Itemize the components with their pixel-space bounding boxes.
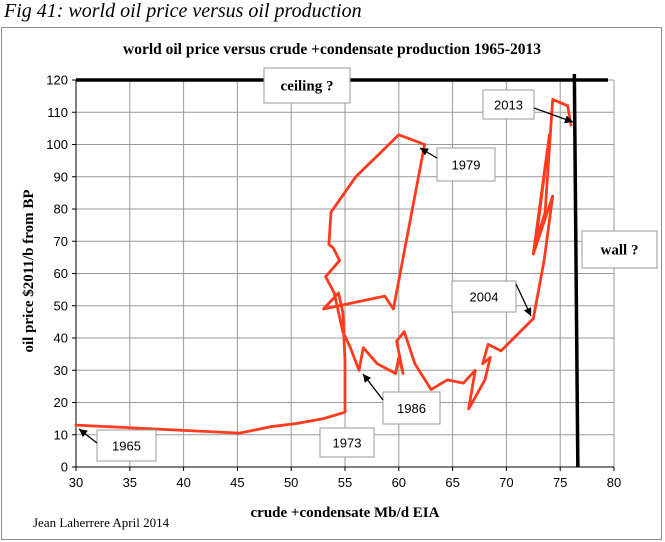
x-tick-label: 70	[499, 475, 513, 490]
label-2004-arrowhead	[524, 307, 532, 316]
label-1986-arrowhead	[363, 374, 371, 383]
y-tick-label: 50	[54, 298, 68, 313]
x-tick-label: 55	[338, 475, 352, 490]
y-tick-label: 40	[54, 331, 68, 346]
y-tick-label: 100	[46, 137, 68, 152]
wall-label-text: wall ?	[601, 243, 639, 259]
series-line	[74, 98, 573, 435]
label-1965-box	[96, 429, 157, 462]
label-1979: 1979	[419, 147, 496, 182]
chart-frame	[1, 27, 662, 540]
chart-title: world oil price versus crude +condensate…	[123, 41, 541, 58]
y-tick-label: 110	[47, 105, 68, 120]
figure-caption: Fig 41: world oil price versus oil produ…	[4, 0, 362, 22]
label-1973: 1973	[319, 427, 375, 458]
wall-line	[572, 73, 580, 468]
x-tick-label: 75	[553, 475, 567, 490]
credit-text: Jean Laherrere April 2014	[33, 515, 170, 530]
x-tick-label: 50	[284, 475, 298, 490]
label-2004: 2004	[451, 280, 532, 317]
y-tick-label: 70	[54, 234, 68, 249]
y-tick-label: 120	[46, 73, 68, 88]
ceiling-label-text: ceiling ?	[281, 79, 334, 95]
label-2004-text: 2004	[470, 290, 499, 305]
label-2013: 2013	[482, 89, 574, 124]
tick-labels: 30 35 40 45 50 55 60 65 70 75 80 0 10 20 30 40 50 60 70 80 9…	[46, 73, 621, 491]
ceiling-label-box	[263, 67, 351, 104]
label-2004-box	[451, 280, 517, 313]
y-tick-label: 60	[54, 266, 68, 281]
x-tick-label: 60	[392, 475, 406, 490]
ceiling-label: ceiling ?	[263, 67, 351, 104]
label-1965-arrowhead	[79, 429, 88, 438]
y-tick-label: 20	[54, 395, 68, 410]
x-tick-label: 65	[445, 475, 459, 490]
label-1979-arrowhead	[420, 148, 429, 156]
limit-lines	[76, 73, 608, 468]
label-1965-text: 1965	[112, 439, 141, 454]
y-tick-label: 30	[54, 363, 68, 378]
y-tick-label: 0	[61, 460, 68, 475]
label-1973-text: 1973	[333, 436, 362, 451]
label-1979-text: 1979	[452, 158, 481, 173]
y-tick-label: 80	[54, 202, 68, 217]
x-tick-label: 80	[607, 475, 621, 490]
label-1986-text: 1986	[397, 401, 426, 416]
label-2013-box	[482, 89, 535, 120]
label-2013-text: 2013	[494, 98, 523, 113]
label-1973-box	[319, 427, 375, 458]
label-1986-box	[382, 391, 441, 425]
label-1979-box	[436, 147, 496, 182]
label-2013-arrowhead	[564, 115, 573, 124]
y-tick-label: 90	[54, 169, 68, 184]
label-1986: 1986	[362, 373, 441, 425]
y-axis-label: oil price $2011/b from BP	[21, 189, 37, 352]
annotation-layer: ceiling ? wall ? 1965 1973 1979 1986 2004 2013	[78, 67, 658, 462]
label-1965: 1965	[78, 428, 157, 462]
wall-label-box	[581, 230, 658, 269]
x-tick-label: 45	[230, 475, 244, 490]
series-layer	[74, 98, 573, 435]
x-tick-label: 30	[69, 475, 83, 490]
x-tick-label: 40	[176, 475, 190, 490]
x-axis-label: crude +condensate Mb/d EIA	[251, 505, 440, 521]
wall-label: wall ?	[581, 230, 658, 269]
x-tick-label: 35	[123, 475, 137, 490]
y-tick-label: 10	[54, 427, 68, 442]
